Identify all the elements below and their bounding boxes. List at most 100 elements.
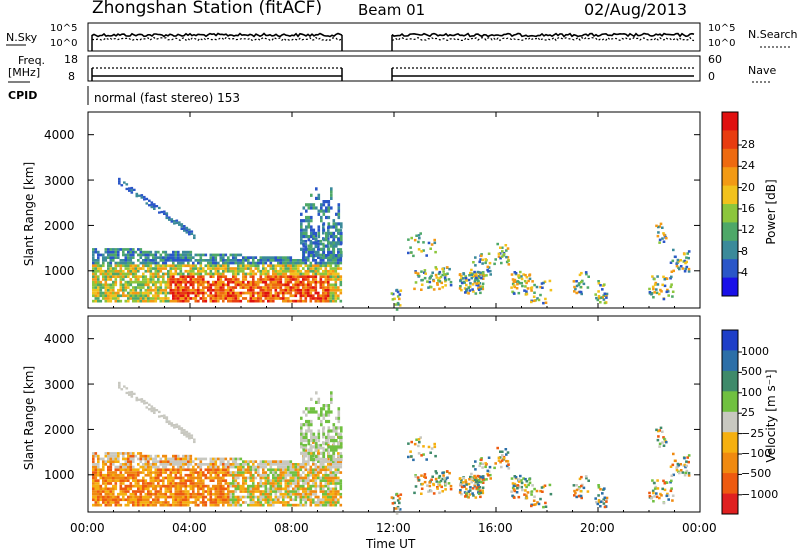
power-cell <box>304 286 308 289</box>
velocity-cell <box>219 498 223 502</box>
power-cell <box>574 287 577 291</box>
velocity-cell <box>194 468 198 472</box>
velocity-cell <box>467 482 471 486</box>
velocity-cell <box>207 487 210 491</box>
power-cell <box>667 294 670 297</box>
power-cell <box>237 272 240 276</box>
velocity-cell <box>237 495 240 499</box>
power-cell <box>340 225 343 229</box>
velocity-cell <box>217 495 220 499</box>
power-cell <box>420 283 424 286</box>
power-cell <box>314 288 318 292</box>
power-cell <box>232 288 235 292</box>
power-cell <box>127 275 130 278</box>
power-cell <box>147 278 150 281</box>
power-cell <box>112 272 115 276</box>
power-cell <box>142 275 145 278</box>
velocity-cell <box>207 471 210 474</box>
power-cell <box>249 280 253 284</box>
power-cell <box>337 254 341 258</box>
power-cell <box>157 278 160 281</box>
power-cell <box>239 280 243 284</box>
power-cell <box>217 275 220 278</box>
power-cell <box>162 267 165 270</box>
power-cell <box>204 297 208 300</box>
power-cell <box>219 294 223 298</box>
power-cell <box>277 269 280 273</box>
velocity-cell <box>154 492 158 496</box>
power-cell <box>154 256 158 259</box>
power-cell <box>327 253 330 257</box>
velocity-cell <box>178 427 181 430</box>
velocity-cell <box>272 498 275 502</box>
velocity-cell <box>332 498 335 502</box>
power-cell <box>471 288 474 291</box>
power-cell <box>334 283 338 287</box>
velocity-cell <box>229 465 233 469</box>
power-cell <box>117 275 120 278</box>
velocity-cell <box>468 478 471 481</box>
power-cell <box>332 299 335 303</box>
power-cell <box>179 253 183 257</box>
power-cell <box>222 264 225 268</box>
velocity-cell <box>289 463 293 466</box>
power-cell <box>244 297 248 300</box>
velocity-cell <box>257 490 260 493</box>
velocity-cell <box>123 385 126 388</box>
velocity-cell <box>184 503 188 507</box>
power-cell <box>187 299 190 303</box>
velocity-cell <box>234 465 238 469</box>
velocity-cell <box>244 468 248 472</box>
velocity-cell <box>272 501 275 504</box>
power-cell <box>178 221 181 224</box>
power-cell <box>242 283 245 287</box>
power-cell <box>99 272 103 276</box>
velocity-cell <box>157 495 160 499</box>
velocity-cell <box>219 490 223 493</box>
velocity-cell <box>653 487 657 490</box>
power-cell <box>182 286 185 289</box>
power-cell <box>312 235 316 239</box>
velocity-cell <box>139 492 143 496</box>
colorbar-tick-label: 12 <box>741 223 755 237</box>
velocity-cell <box>127 454 130 458</box>
power-cell <box>122 294 125 298</box>
power-cell <box>174 264 178 268</box>
power-cell <box>139 291 143 295</box>
power-colorbar-swatch <box>722 167 738 187</box>
velocity-cell <box>179 492 183 496</box>
velocity-cell <box>249 501 253 504</box>
axes <box>87 112 701 512</box>
power-cell <box>177 272 180 276</box>
power-cell <box>310 193 313 197</box>
velocity-cell <box>109 460 113 463</box>
power-cell <box>192 269 195 273</box>
power-cell <box>222 267 225 270</box>
power-cell <box>142 278 145 281</box>
power-cell <box>493 262 496 266</box>
power-cell <box>272 286 275 289</box>
velocity-cell <box>109 479 113 482</box>
velocity-cell <box>319 463 323 466</box>
power-cell <box>97 286 100 289</box>
power-cell <box>476 284 480 287</box>
power-cell <box>475 282 479 285</box>
velocity-cell <box>312 476 315 480</box>
power-cell <box>124 299 128 303</box>
velocity-cell <box>222 460 225 463</box>
power-cell <box>310 215 313 220</box>
power-cell <box>217 269 220 273</box>
velocity-cell <box>320 407 323 411</box>
power-cell <box>94 297 98 300</box>
velocity-cell <box>114 482 118 485</box>
velocity-cell <box>179 473 183 477</box>
power-cell <box>292 259 295 262</box>
velocity-cell <box>114 479 118 482</box>
power-cell <box>202 267 205 270</box>
velocity-cell <box>192 482 195 485</box>
power-cell <box>307 235 311 239</box>
power-cell <box>229 291 233 295</box>
power-cell <box>332 288 335 292</box>
velocity-cell <box>137 501 140 504</box>
velocity-cell <box>217 457 220 461</box>
